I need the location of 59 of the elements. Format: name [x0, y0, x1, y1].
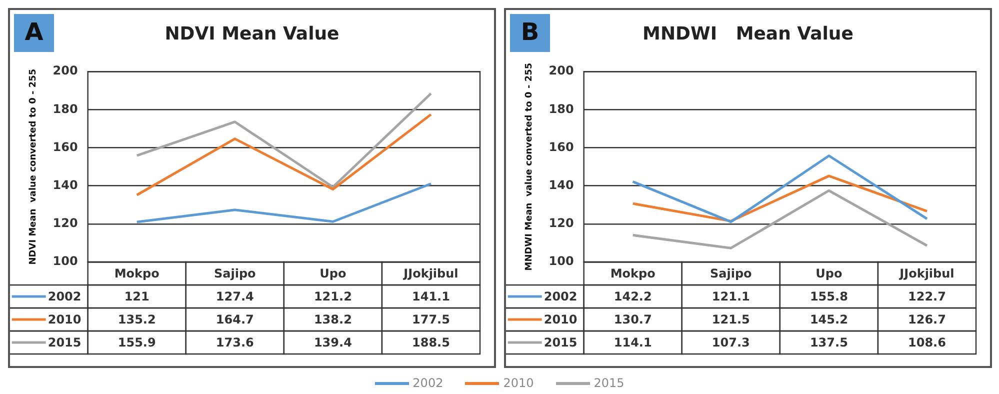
- text: A: [24, 18, 44, 46]
- data-label: 114.1: [614, 336, 652, 350]
- data-label: 130.7: [614, 312, 652, 327]
- text: 2015: [594, 376, 624, 390]
- y-tick-label: 100: [52, 254, 78, 268]
- data-label: 108.6: [908, 336, 946, 350]
- data-label: 135.2: [118, 312, 156, 327]
- data-label: 122.7: [908, 290, 946, 304]
- data-label: 127.4: [216, 290, 254, 304]
- data-label: 121.5: [712, 312, 750, 327]
- y-axis-title: MNDWI Mean value converted to 0 - 255: [524, 62, 535, 271]
- data-label: 121.1: [712, 290, 750, 304]
- x-tick-label: Mokpo: [610, 266, 656, 281]
- legend-label: 2002: [48, 290, 82, 304]
- x-tick-label: Upo: [816, 266, 842, 281]
- data-label: 145.2: [810, 312, 848, 327]
- y-tick-label: 120: [548, 216, 574, 230]
- y-tick-label: 140: [548, 178, 574, 192]
- data-label: 121: [124, 290, 150, 304]
- chart-title: MNDWI Mean Value: [642, 23, 854, 44]
- text: 2010: [503, 376, 534, 390]
- x-tick-label: Sajipo: [214, 266, 256, 281]
- data-label: 138.2: [314, 312, 352, 327]
- data-label: 142.2: [614, 290, 652, 304]
- data-label: 121.2: [314, 290, 352, 304]
- data-label: 107.3: [712, 336, 750, 350]
- data-label: 141.1: [412, 290, 450, 304]
- y-tick-label: 140: [52, 178, 78, 192]
- x-tick-label: JJokjibul: [898, 266, 954, 281]
- y-tick-label: 100: [548, 254, 574, 268]
- legend-label: 2015: [48, 336, 82, 350]
- y-tick-label: 180: [52, 102, 78, 116]
- y-tick-label: 160: [548, 140, 574, 154]
- text: B: [520, 18, 540, 46]
- legend-label: 2010: [544, 312, 578, 327]
- data-label: 126.7: [908, 312, 946, 327]
- y-tick-label: 200: [548, 64, 574, 78]
- x-tick-label: Upo: [320, 266, 346, 281]
- x-tick-label: JJokjibul: [402, 266, 458, 281]
- data-label: 139.4: [314, 336, 352, 350]
- data-label: 164.7: [216, 312, 254, 327]
- data-label: 177.5: [412, 312, 450, 327]
- data-label: 155.8: [810, 290, 848, 304]
- text: 2002: [412, 376, 444, 390]
- y-tick-label: 120: [52, 216, 78, 230]
- legend-label: 2002: [544, 290, 578, 304]
- data-label: 137.5: [810, 336, 848, 350]
- data-label: 188.5: [412, 336, 450, 350]
- y-axis-title: NDVI Mean value converted to 0 - 255: [28, 68, 39, 265]
- legend-label: 2015: [544, 336, 578, 350]
- legend-label: 2010: [48, 312, 82, 327]
- y-tick-label: 180: [548, 102, 574, 116]
- chart-title: NDVI Mean Value: [164, 23, 340, 44]
- x-tick-label: Sajipo: [710, 266, 752, 281]
- data-label: 173.6: [216, 336, 254, 350]
- data-label: 155.9: [118, 336, 156, 350]
- y-tick-label: 200: [52, 64, 78, 78]
- x-tick-label: Mokpo: [114, 266, 160, 281]
- y-tick-label: 160: [52, 140, 78, 154]
